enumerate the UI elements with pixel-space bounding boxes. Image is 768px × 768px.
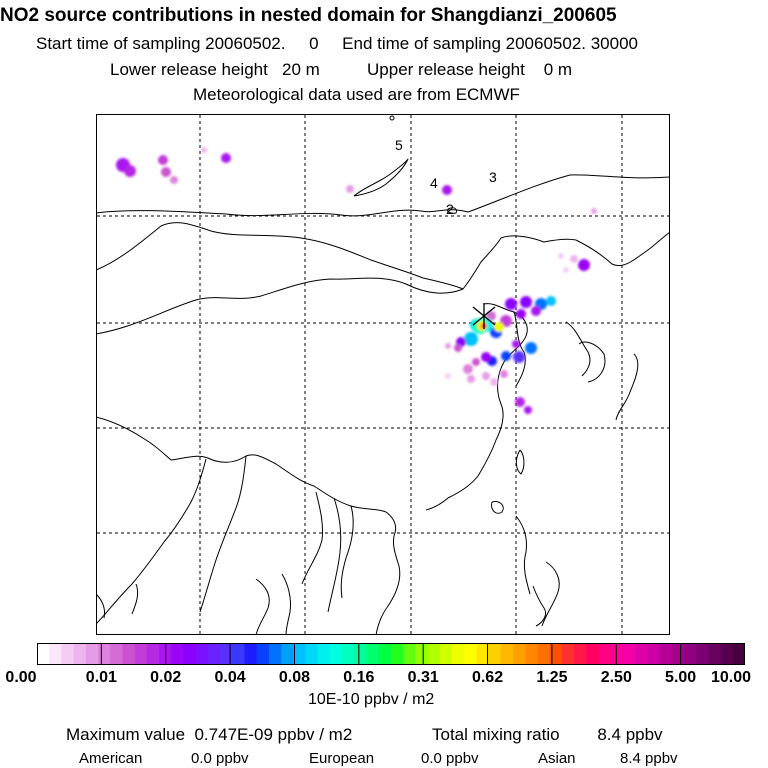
scale-color-cell xyxy=(586,643,599,665)
scale-color-cell xyxy=(525,643,538,665)
scale-color-cell xyxy=(37,643,50,665)
scale-color-cell xyxy=(696,643,709,665)
station-point xyxy=(389,115,395,121)
map-label: 5 xyxy=(395,137,403,153)
scale-color-cell xyxy=(378,643,392,665)
scale-color-cell xyxy=(549,643,563,665)
map-label: 4 xyxy=(430,175,438,191)
scale-color-cell xyxy=(635,643,648,665)
graticule xyxy=(97,115,669,634)
source-name-european: European xyxy=(309,750,375,767)
scale-unit: 10E-10 ppbv / m2 xyxy=(308,691,435,708)
scale-tick-label: 1.25 xyxy=(536,669,568,686)
scale-tick-label: 0.04 xyxy=(214,669,246,686)
scale-color-cell xyxy=(732,643,745,665)
sampling-time-line: Start time of sampling 20060502. 0 End t… xyxy=(36,34,638,53)
scale-color-cell xyxy=(244,643,258,665)
scale-color-cell xyxy=(342,643,355,665)
total-mixing-ratio: Total mixing ratio 8.4 ppbv xyxy=(432,725,663,744)
scale-color-cell xyxy=(500,643,514,665)
scale-tick-label: 0.00 xyxy=(5,669,37,686)
map-label: 3 xyxy=(489,169,497,185)
scale-color-cell xyxy=(366,643,380,665)
scale-color-cell xyxy=(134,643,148,665)
source-name-american: American xyxy=(79,750,143,767)
scale-color-cell xyxy=(220,643,233,665)
scale-tick-label: 0.02 xyxy=(150,669,182,686)
scale-color-cell xyxy=(85,643,99,665)
source-value-american: 0.0 ppbv xyxy=(191,750,249,767)
scale-color-cell xyxy=(415,643,429,665)
scale-color-cell xyxy=(622,643,636,665)
met-data-line: Meteorological data used are from ECMWF xyxy=(193,85,520,104)
color-scale-bar xyxy=(37,643,745,665)
scale-tick-label: 0.08 xyxy=(278,669,311,686)
scale-color-cell xyxy=(439,643,453,665)
release-height-line: Lower release height 20 m Upper release … xyxy=(110,60,573,79)
scale-tick-labels: 0.00 0.01 0.02 0.04 0.08 0.16 0.31 0.62 1.25 2.50… xyxy=(0,669,768,689)
scale-border xyxy=(37,643,745,665)
scale-color-cell xyxy=(659,643,673,665)
scale-color-cell xyxy=(110,643,123,665)
map-label: 2 xyxy=(446,201,454,217)
scale-color-cell xyxy=(281,643,294,665)
scale-color-cell xyxy=(73,643,87,665)
source-value-asian: 8.4 ppbv xyxy=(620,750,678,767)
scale-color-cell xyxy=(561,643,575,665)
scale-color-cell xyxy=(647,643,660,665)
scale-color-cell xyxy=(171,643,184,665)
scale-color-cell xyxy=(122,643,136,665)
scale-color-cell xyxy=(61,643,75,665)
scale-color-cell xyxy=(598,643,612,665)
scale-color-cell xyxy=(207,643,221,665)
scale-color-cell xyxy=(232,643,245,665)
scale-color-cell xyxy=(256,643,270,665)
scale-color-cell xyxy=(720,643,734,665)
source-name-asian: Asian xyxy=(538,750,576,767)
scale-color-cell xyxy=(146,643,160,665)
scale-color-cell xyxy=(513,643,526,665)
scale-color-cell xyxy=(610,643,624,665)
scale-color-cell xyxy=(305,643,319,665)
scale-tick-label: 10.00 xyxy=(710,669,752,686)
scale-color-cell xyxy=(317,643,331,665)
scale-color-cell xyxy=(183,643,197,665)
scale-color-cell xyxy=(329,643,343,665)
scale-color-cell xyxy=(452,643,465,665)
x-star-icon xyxy=(472,303,496,329)
plot-title: NO2 source contributions in nested domai… xyxy=(0,5,617,26)
scale-tick-label: 0.16 xyxy=(343,669,375,686)
scale-color-cell xyxy=(683,643,697,665)
scale-color-cell xyxy=(49,643,62,665)
scale-tick-label: 0.01 xyxy=(85,669,117,686)
scale-color-cell xyxy=(98,643,111,665)
maximum-value: Maximum value 0.747E-09 ppbv / m2 xyxy=(66,725,353,744)
map-frame xyxy=(96,114,670,635)
scale-tick-label: 0.62 xyxy=(471,669,504,686)
coastlines xyxy=(96,158,670,635)
scale-color-cell xyxy=(195,643,209,665)
scale-color-cell xyxy=(574,643,587,665)
scale-color-cell xyxy=(268,643,282,665)
scale-color-cell xyxy=(488,643,502,665)
scale-color-cell xyxy=(403,643,416,665)
scale-color-cell xyxy=(708,643,721,665)
scale-color-cell xyxy=(293,643,306,665)
map-panel: 5 4 3 2 xyxy=(96,114,670,635)
scale-color-cell xyxy=(537,643,551,665)
scale-color-cell xyxy=(476,643,490,665)
scale-tick-label: 5.00 xyxy=(665,669,697,686)
source-value-european: 0.0 ppbv xyxy=(421,750,479,767)
scale-color-cell xyxy=(427,643,441,665)
scale-color-cell xyxy=(671,643,685,665)
scale-tick-label: 0.31 xyxy=(407,669,439,686)
scale-tick-label: 2.50 xyxy=(600,669,632,686)
scale-color-cell xyxy=(464,643,477,665)
scale-color-cell xyxy=(354,643,367,665)
scale-color-cell xyxy=(391,643,404,665)
concentration-field xyxy=(116,147,597,414)
